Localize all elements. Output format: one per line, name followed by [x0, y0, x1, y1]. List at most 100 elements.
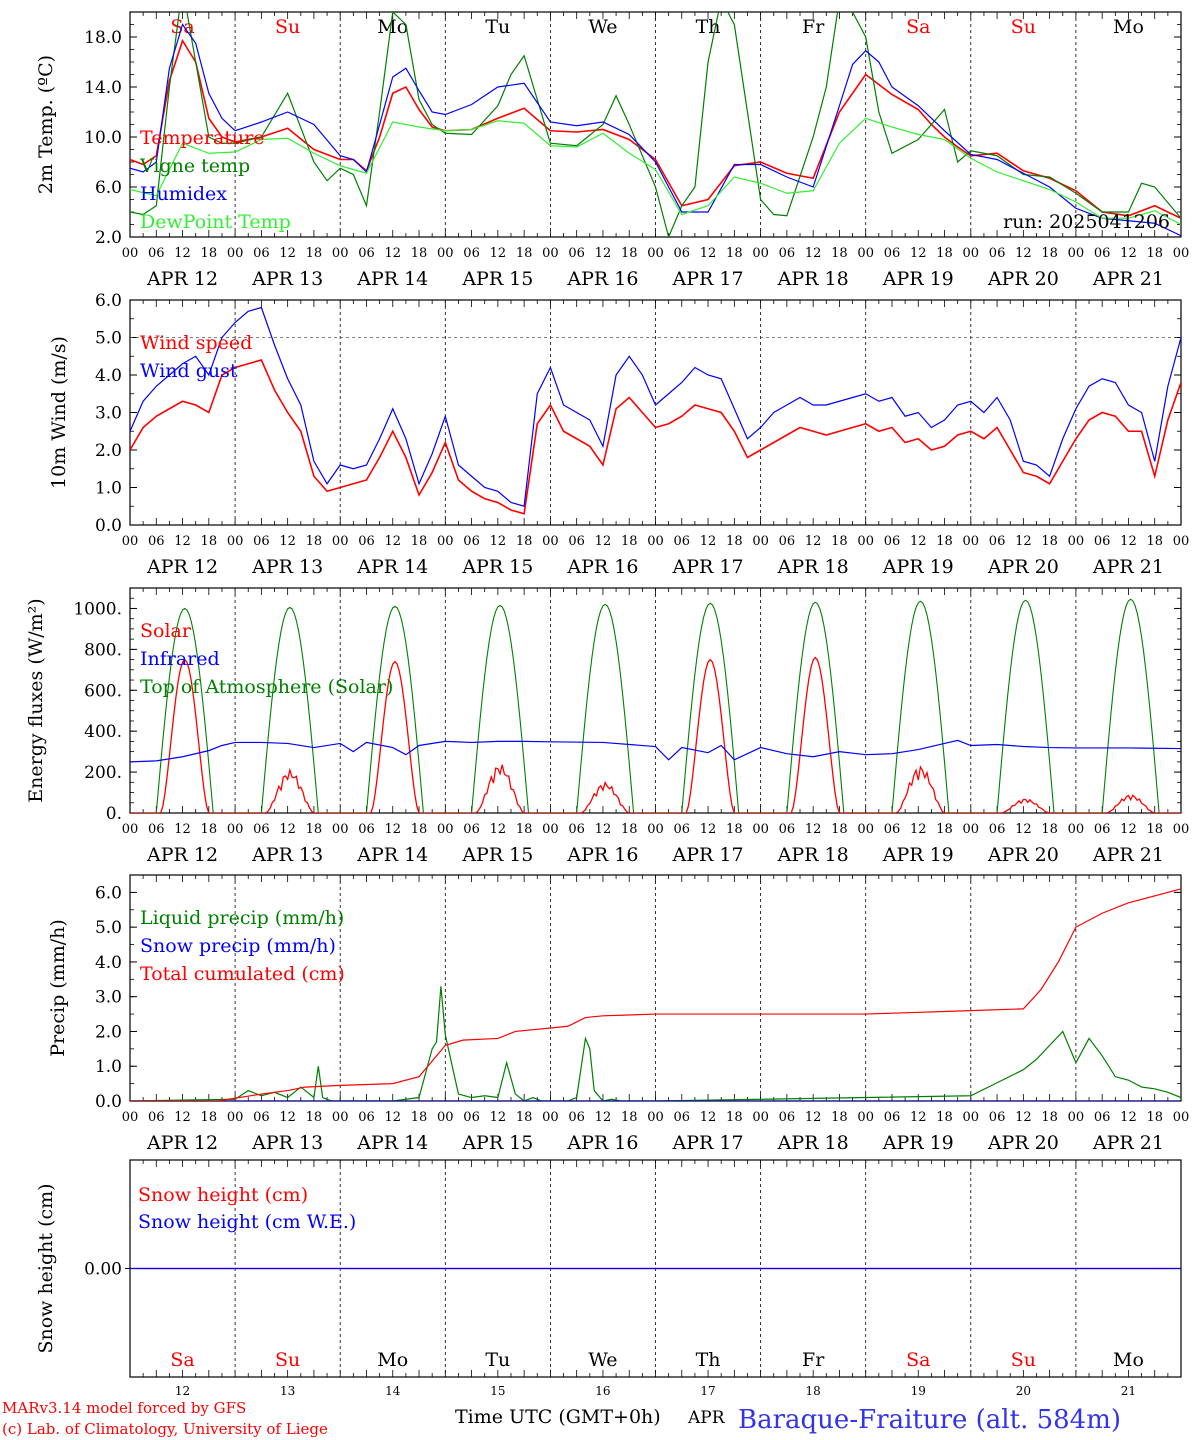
series-wind-speed-line [130, 359, 1181, 515]
date-label: APR 21 [1092, 844, 1164, 866]
date-label: APR 15 [461, 1132, 533, 1154]
hour-tick-label: 06 [253, 822, 270, 837]
y-tick-label: 200. [84, 763, 122, 783]
legend-entry: Top of Atmosphere (Solar) [140, 676, 393, 698]
date-label: APR 20 [987, 268, 1059, 290]
date-label: APR 21 [1092, 1132, 1164, 1154]
weekday-label: Mo [1113, 16, 1144, 38]
y-tick-label: 6.0 [95, 178, 122, 198]
hour-tick-label: 06 [358, 534, 375, 549]
y-tick-label: 1000. [73, 599, 122, 619]
date-label: APR 17 [672, 1132, 744, 1154]
day-number-label: 16 [595, 1384, 610, 1398]
y-tick-label: 10.0 [84, 128, 122, 148]
day-number-label: 14 [385, 1384, 401, 1398]
hour-tick-label: 06 [463, 1110, 480, 1125]
hour-tick-label: 18 [306, 1110, 323, 1125]
date-label: APR 18 [777, 1132, 849, 1154]
hour-tick-label: 12 [700, 1110, 717, 1125]
hour-tick-label: 00 [332, 822, 349, 837]
hour-tick-label: 12 [174, 1110, 191, 1125]
hour-tick-label: 00 [857, 246, 874, 261]
hour-tick-label: 06 [779, 246, 796, 261]
hour-tick-label: 12 [700, 822, 717, 837]
series-total-cumulated-cm--line [130, 888, 1181, 1101]
y-tick-label: 2.0 [95, 441, 122, 461]
date-label: APR 18 [777, 556, 849, 578]
date-label: APR 12 [146, 844, 218, 866]
hour-tick-label: 00 [1068, 534, 1085, 549]
hour-tick-label: 00 [122, 534, 139, 549]
series-liquid-precip-mm-h--line [130, 986, 1181, 1101]
hour-tick-label: 00 [647, 1110, 664, 1125]
legend-entry: Infrared [140, 648, 220, 670]
hour-tick-label: 00 [227, 1110, 244, 1125]
hour-tick-label: 06 [884, 1110, 901, 1125]
y-tick-label: 6.0 [95, 291, 122, 311]
weekday-label: Su [1011, 1349, 1036, 1371]
weekday-label: We [588, 16, 617, 38]
hour-tick-label: 06 [148, 534, 165, 549]
y-tick-label: 5.0 [95, 918, 122, 938]
hour-tick-label: 12 [384, 246, 401, 261]
hour-tick-label: 18 [306, 534, 323, 549]
hour-tick-label: 00 [647, 246, 664, 261]
hour-tick-label: 00 [437, 822, 454, 837]
date-label: APR 13 [251, 1132, 323, 1154]
hour-tick-label: 12 [279, 1110, 296, 1125]
date-label: APR 16 [566, 556, 638, 578]
toa-solar-line [655, 602, 761, 813]
hour-tick-label: 00 [1173, 1110, 1190, 1125]
date-label: APR 12 [146, 268, 218, 290]
weekday-label: Mo [377, 16, 408, 38]
legend-entry: DewPoint Temp [140, 211, 291, 233]
hour-tick-label: 12 [279, 246, 296, 261]
date-label: APR 20 [987, 1132, 1059, 1154]
hour-tick-label: 18 [306, 822, 323, 837]
hour-tick-label: 00 [542, 246, 559, 261]
hour-tick-label: 12 [1120, 1110, 1137, 1125]
hour-tick-label: 06 [463, 246, 480, 261]
panel-wind: 0.0 1.0 2.0 3.0 4.0 5.0 6.0 10m Wind (m/s) 00 06 1… [48, 291, 1189, 578]
y-axis-label: 10m Wind (m/s) [48, 336, 70, 489]
hour-tick-label: 12 [384, 822, 401, 837]
hour-tick-label: 12 [700, 534, 717, 549]
solar-line [130, 658, 236, 813]
hour-tick-label: 06 [989, 822, 1006, 837]
hour-tick-label: 18 [411, 534, 428, 549]
date-label: APR 14 [356, 556, 428, 578]
legend-entry: Solar [140, 620, 192, 642]
hour-tick-label: 12 [805, 1110, 822, 1125]
hour-tick-label: 18 [516, 246, 533, 261]
hour-tick-label: 00 [542, 1110, 559, 1125]
hour-tick-label: 12 [595, 246, 612, 261]
hour-tick-label: 06 [674, 1110, 691, 1125]
footer-model-line: MARv3.14 model forced by GFS [2, 1399, 246, 1417]
footer-lab-line: (c) Lab. of Climatology, University of L… [2, 1420, 328, 1438]
weekday-label: Tu [485, 16, 510, 38]
y-tick-label: 3.0 [95, 988, 122, 1008]
hour-tick-label: 18 [831, 822, 848, 837]
y-axis-label: Energy fluxes (W/m²) [25, 598, 47, 802]
hour-tick-label: 12 [805, 246, 822, 261]
date-label: APR 18 [777, 844, 849, 866]
toa-solar-line [340, 605, 446, 813]
hour-tick-label: 06 [568, 1110, 585, 1125]
hour-tick-label: 12 [1015, 822, 1032, 837]
hour-tick-label: 06 [674, 822, 691, 837]
date-label: APR 19 [882, 1132, 954, 1154]
weekday-label: Su [275, 16, 300, 38]
y-tick-label: 2.0 [95, 1022, 122, 1042]
y-tick-label: 0.00 [84, 1260, 122, 1280]
weekday-label: Fr [802, 16, 825, 38]
date-label: APR 19 [882, 556, 954, 578]
hour-tick-label: 00 [857, 1110, 874, 1125]
legend-entry: Total cumulated (cm) [140, 963, 345, 985]
y-tick-label: 5.0 [95, 329, 122, 349]
solar-line [1075, 794, 1181, 813]
day-number-label: 15 [490, 1384, 505, 1398]
day-number-label: 21 [1121, 1384, 1136, 1398]
hour-tick-label: 18 [621, 1110, 638, 1125]
hour-tick-label: 06 [989, 534, 1006, 549]
